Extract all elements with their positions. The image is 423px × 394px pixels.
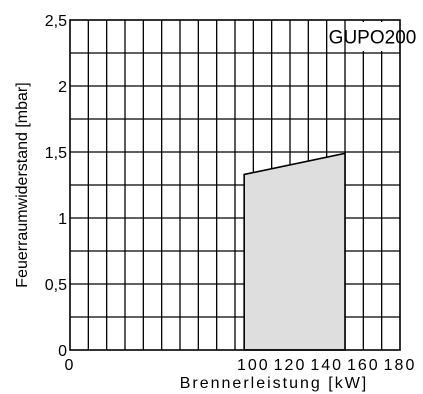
- x-tick-labels: 0 100 120 140 160 180: [65, 357, 417, 374]
- y-tick-label: 1: [58, 211, 67, 228]
- y-axis-label: Feuerraumwiderstand [mbar]: [14, 82, 31, 287]
- plot-frame: [69, 19, 401, 351]
- x-tick-label: 100: [237, 357, 270, 374]
- y-tick-label: 1,5: [45, 145, 67, 162]
- x-tick-label: 180: [384, 357, 417, 374]
- x-axis-label: Brennerleistung [kW]: [180, 375, 369, 392]
- x-tick-label: 120: [274, 357, 307, 374]
- grid: [70, 20, 400, 350]
- y-tick-label: 0: [58, 343, 67, 360]
- y-tick-labels: 0 0,5 1 1,5 2 2,5: [45, 13, 67, 360]
- x-tick-label: 160: [347, 357, 380, 374]
- y-tick-label: 2: [58, 79, 67, 96]
- x-tick-label: 0: [65, 357, 76, 374]
- x-tick-label: 140: [310, 357, 343, 374]
- y-tick-label: 0,5: [45, 277, 67, 294]
- capacity-area: [243, 152, 346, 351]
- model-label-box: GUPO200: [329, 22, 417, 51]
- plot-border: [69, 19, 401, 351]
- y-tick-label: 2,5: [45, 13, 67, 30]
- model-label: GUPO200: [329, 28, 417, 49]
